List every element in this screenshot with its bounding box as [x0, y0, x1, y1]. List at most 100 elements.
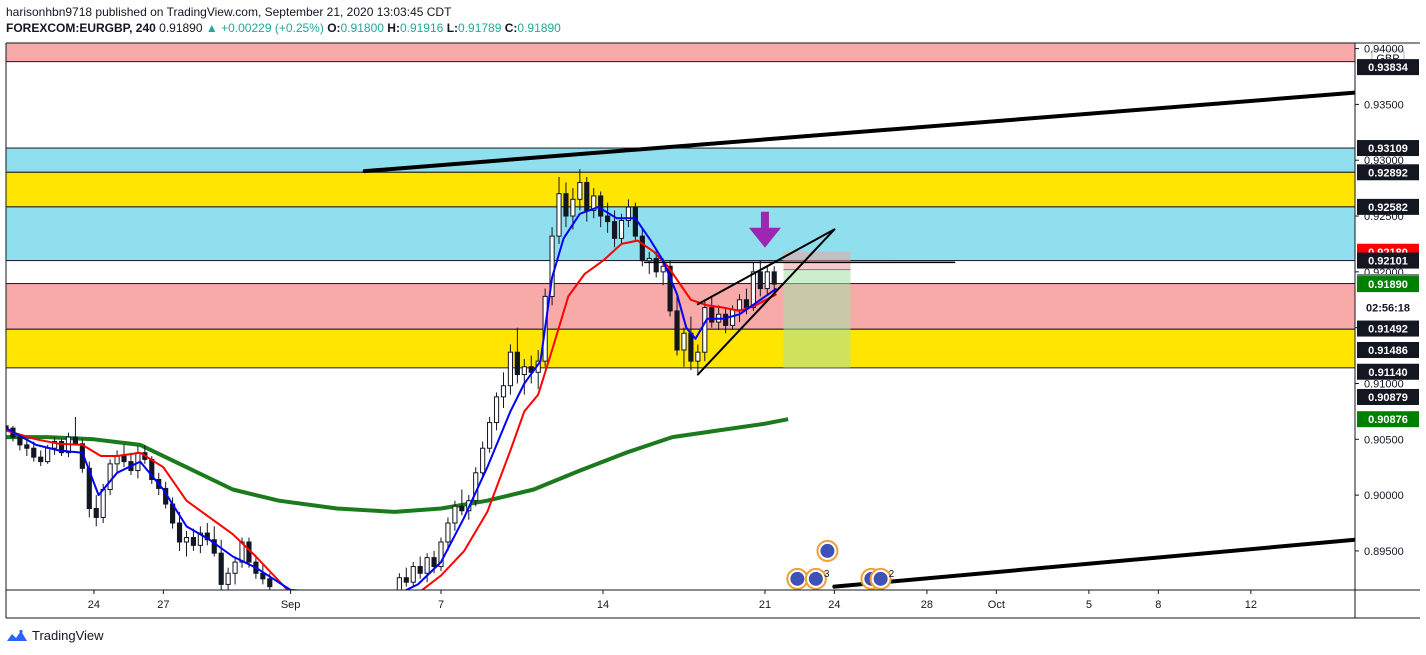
candle	[6, 419, 9, 435]
upper-channel-line	[362, 90, 1355, 174]
event-flag	[873, 571, 888, 586]
candle-body	[197, 532, 203, 546]
candle	[556, 176, 562, 244]
candle	[493, 392, 500, 431]
event-flag	[820, 543, 835, 558]
candle	[521, 358, 527, 395]
price-label: 0.92101	[1357, 252, 1419, 269]
price-chart[interactable]: 3 2GBP0.940000.935000.930000.925000.92000…	[0, 0, 1426, 622]
candle-body	[190, 537, 197, 546]
price-label-text: 0.93109	[1368, 143, 1408, 155]
price-label-text: 02:56:18	[1366, 303, 1410, 315]
price-label: 0.93834	[1357, 59, 1419, 76]
candle	[197, 526, 203, 554]
high-value: 0.91916	[399, 21, 444, 35]
price-label-text: 0.90876	[1368, 414, 1408, 426]
candle	[52, 437, 58, 455]
cyan-zone-lower	[6, 206, 1355, 262]
candle	[764, 266, 770, 295]
candle	[403, 567, 409, 587]
candle-body	[225, 572, 231, 585]
x-tick-label: 21	[759, 599, 771, 611]
candle-body	[584, 182, 590, 211]
price-label: 0.91890	[1357, 276, 1419, 293]
y-tick-label: 0.89500	[1364, 546, 1404, 558]
candle	[681, 327, 687, 367]
candle	[695, 344, 701, 375]
price-label-text: 0.92892	[1368, 167, 1408, 179]
candle-body	[764, 271, 770, 290]
candle	[487, 416, 493, 453]
candle-body	[674, 310, 680, 351]
price-label-box	[1357, 198, 1419, 215]
wedge-lower-line	[696, 228, 836, 376]
candle-body	[570, 198, 576, 217]
candle	[736, 294, 743, 323]
candle-body	[480, 447, 486, 474]
price-label: 02:56:18	[1356, 299, 1420, 317]
candle-body	[31, 447, 37, 458]
down-arrow-icon	[748, 211, 781, 248]
candle-body	[417, 566, 423, 574]
tradingview-logo-icon	[7, 629, 27, 641]
close-label: C:	[504, 21, 518, 35]
y-tick-label: 0.93000	[1364, 155, 1404, 167]
low-label: L:	[446, 21, 459, 35]
x-tick-label: 14	[597, 599, 609, 611]
candle	[417, 556, 423, 579]
candle-body	[431, 557, 437, 568]
candle-body	[549, 235, 555, 297]
price-label: 0.92582	[1357, 198, 1419, 215]
candle-body	[107, 463, 113, 491]
price-label: 0.91492	[1357, 320, 1419, 337]
candle	[445, 517, 451, 551]
candle-body	[52, 441, 58, 449]
candle	[424, 553, 430, 583]
candle-body	[487, 422, 493, 449]
candle-body	[211, 539, 217, 554]
candle	[38, 450, 44, 467]
candle-body	[709, 307, 715, 323]
candle	[93, 495, 99, 527]
event-marker-icon: 2	[869, 567, 895, 590]
candle-body	[114, 455, 120, 465]
close-value: 0.91890	[517, 21, 561, 35]
price-label-text: 0.91492	[1368, 324, 1408, 336]
candle	[702, 299, 708, 362]
candle-body	[611, 221, 618, 239]
candle-body	[646, 257, 652, 262]
price-label-text: 0.91140	[1368, 367, 1407, 379]
cyan-zone-upper	[6, 147, 1355, 173]
candle-body	[38, 456, 44, 463]
price-label-text: 0.92582	[1368, 202, 1408, 214]
candle-body	[653, 257, 659, 273]
candle	[190, 528, 197, 551]
candle-body	[736, 299, 743, 311]
candle-body	[521, 366, 527, 376]
candle	[480, 441, 486, 479]
yellow-zone-lower	[6, 328, 1355, 369]
y-tick-label: 0.91000	[1364, 378, 1404, 390]
position-target-zone	[783, 269, 851, 368]
x-tick-label: 7	[438, 599, 444, 611]
sma-green-line	[6, 417, 789, 514]
candle-body	[493, 396, 500, 424]
price-label-text: 0.91486	[1368, 345, 1408, 357]
candle-body	[591, 195, 597, 211]
candle	[723, 307, 729, 334]
footer-brand: TradingView	[32, 628, 104, 643]
supply-zone-top	[6, 43, 1355, 63]
y-tick-label: 0.94000	[1364, 44, 1404, 56]
open-value: 0.91800	[340, 21, 384, 35]
candle-body	[514, 351, 520, 376]
candle-body	[267, 578, 273, 588]
candle-body	[424, 557, 430, 574]
candle	[605, 202, 611, 233]
symbol-line: FOREXCOM:EURGBP, 240 0.91890 ▲ +0.00229 …	[6, 20, 561, 36]
chart-header: harisonhbn9718 published on TradingView.…	[6, 4, 561, 36]
candle-body	[176, 522, 183, 543]
candle-body	[577, 182, 583, 200]
candle	[514, 327, 520, 384]
candle-body	[500, 385, 507, 398]
